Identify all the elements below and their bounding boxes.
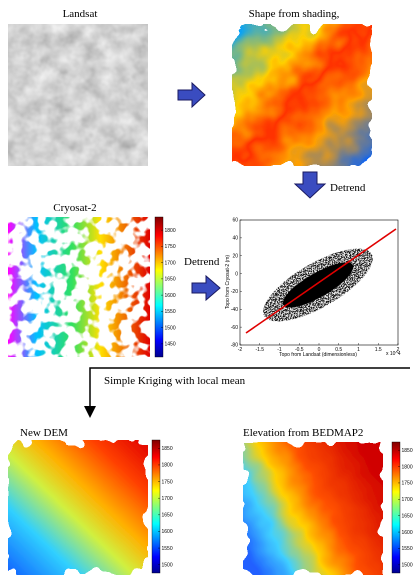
y-axis-label: Topo from Cryosat-2 (m): [225, 255, 231, 310]
x-tick-label: 0.5: [335, 347, 342, 353]
colorbar-tick-label: 1600: [162, 529, 173, 535]
connector: [84, 367, 410, 418]
colorbar-tick-label: 1700: [165, 260, 176, 266]
colorbar-tick-label: 1800: [402, 464, 413, 470]
fit-line: [245, 228, 397, 334]
x-axis-label: Topo from Landsat (dimensionless): [279, 352, 357, 358]
colorbar-tick-label: 1650: [402, 513, 413, 519]
panel-title: Elevation from BEDMAP2: [243, 427, 363, 439]
colorbar: [391, 441, 401, 574]
colorbar-tick-label: 1500: [165, 325, 176, 331]
colorbar-tick-label: 1650: [165, 277, 176, 283]
panel-title: Cryosat-2: [53, 202, 96, 214]
colorbar-tick-label: 1700: [402, 497, 413, 503]
y-tick-label: 40: [232, 236, 238, 242]
dem-image: [8, 440, 148, 575]
y-tick-label: -80: [231, 343, 238, 349]
colorbar-tick-label: 1500: [402, 563, 413, 569]
colorbar-tick-label: 1550: [162, 546, 173, 552]
shading-image: [232, 24, 372, 166]
arrow: [191, 274, 221, 302]
y-tick-label: 60: [232, 218, 238, 224]
colorbar-tick-label: 1500: [162, 562, 173, 568]
x-tick-label: 0: [318, 347, 321, 353]
colorbar-tick-label: 1700: [162, 496, 173, 502]
colorbar-tick-label: 1750: [402, 481, 413, 487]
colorbar-tick-label: 1600: [402, 530, 413, 536]
colorbar-tick-label: 1850: [162, 446, 173, 452]
x-tick-label: -2: [238, 347, 243, 353]
bedmap-image: [243, 442, 383, 575]
y-tick-label: -40: [231, 307, 238, 313]
colorbar-tick-label: 1450: [165, 342, 176, 348]
landsat-image: [8, 24, 148, 166]
x-tick-label: 2: [397, 347, 400, 353]
x-tick-label: 1: [357, 347, 360, 353]
colorbar-tick-label: 1750: [165, 244, 176, 250]
y-tick-label: -20: [231, 289, 238, 295]
arrow-label: Simple Kriging with local mean: [104, 375, 246, 387]
colorbar-tick-label: 1550: [165, 309, 176, 315]
y-tick-label: -60: [231, 325, 238, 331]
colorbar-tick-label: 1550: [402, 546, 413, 552]
colorbar-tick-label: 1750: [162, 479, 173, 485]
arrow-label: Detrend: [330, 182, 366, 194]
arrow: [177, 81, 206, 109]
x-multiplier: x 10^4: [386, 351, 401, 357]
colorbar-tick-label: 1800: [162, 463, 173, 469]
arrow: [293, 171, 327, 199]
x-tick-label: -1.5: [255, 347, 264, 353]
cryosat-image: [8, 217, 150, 357]
panel-title: New DEM: [20, 427, 68, 439]
arrow-label: Detrend: [184, 256, 220, 268]
panel-title: Landsat: [63, 8, 98, 20]
y-tick-label: 0: [235, 271, 238, 277]
colorbar-tick-label: 1850: [402, 448, 413, 454]
x-tick-label: -1: [277, 347, 282, 353]
colorbar-tick-label: 1600: [165, 293, 176, 299]
colorbar-tick-label: 1800: [165, 228, 176, 234]
y-tick-label: 20: [232, 253, 238, 259]
colorbar: [154, 216, 164, 358]
panel-title: Shape from shading,: [249, 8, 340, 20]
colorbar-tick-label: 1650: [162, 513, 173, 519]
colorbar: [151, 439, 161, 574]
point-cloud: [263, 248, 373, 322]
x-tick-label: 1.5: [375, 347, 382, 353]
x-tick-label: -0.5: [295, 347, 304, 353]
